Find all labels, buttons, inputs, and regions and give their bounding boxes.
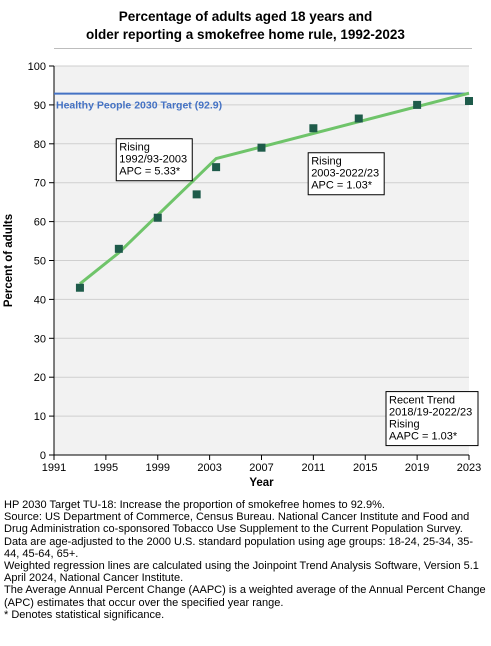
x-tick-label-2023: 2023 <box>457 462 481 474</box>
chart-title-line-1: Percentage of adults aged 18 years and <box>118 9 373 24</box>
footnote-hp-target: HP 2030 Target TU-18: Increase the propo… <box>4 499 385 511</box>
data-point-9 <box>465 97 473 106</box>
footnotes: HP 2030 Target TU-18: Increase the propo… <box>4 499 488 621</box>
data-point-8 <box>413 100 422 109</box>
annotation-0-line-2: APC = 5.33* <box>119 166 181 178</box>
annotation-2-line-2: Rising <box>389 419 420 431</box>
footnote-aapc: The Average Annual Percent Change (AAPC)… <box>4 584 486 609</box>
x-tick-label-2019: 2019 <box>405 462 429 474</box>
x-tick-label-2003: 2003 <box>197 462 221 474</box>
annotation-1-line-0: Rising <box>311 156 342 168</box>
y-tick-label-100: 100 <box>28 61 46 73</box>
annotation-2-line-3: AAPC = 1.03* <box>389 431 458 443</box>
y-tick-label-70: 70 <box>34 178 46 190</box>
data-point-6 <box>309 124 318 133</box>
data-point-7 <box>354 114 363 123</box>
data-point-4 <box>212 163 221 172</box>
annotation-0-line-0: Rising <box>119 142 150 154</box>
chart-title-line-2: older reporting a smokefree home rule, 1… <box>86 27 405 42</box>
target-label: Healthy People 2030 Target (92.9) <box>56 100 222 112</box>
annotation-2-line-0: Recent Trend <box>389 395 455 407</box>
y-tick-label-90: 90 <box>34 100 46 112</box>
y-tick-label-40: 40 <box>34 294 46 306</box>
y-tick-label-50: 50 <box>34 256 46 268</box>
y-axis-title: Percent of adults <box>3 214 15 307</box>
footnote-age-adjustment: Data are age-adjusted to the 2000 U.S. s… <box>4 535 474 560</box>
annotation-2-line-1: 2018/19-2022/23 <box>389 407 472 419</box>
y-tick-label-10: 10 <box>34 411 46 423</box>
annotation-1-line-2: APC = 1.03* <box>311 180 373 192</box>
annotation-box-1 <box>307 152 385 196</box>
data-point-3 <box>192 190 201 199</box>
chart: Healthy People 2030 Target (92.9) Rising… <box>3 61 481 489</box>
y-tick-label-20: 20 <box>34 372 46 384</box>
y-tick-label-80: 80 <box>34 139 46 151</box>
footnote-source: Source: US Department of Commerce, Censu… <box>4 511 470 536</box>
annotation-1-line-1: 2003-2022/23 <box>311 168 379 180</box>
footnote-significance: * Denotes statistical significance. <box>4 608 165 621</box>
x-tick-label-2015: 2015 <box>353 462 377 474</box>
y-tick-label-30: 30 <box>34 333 46 345</box>
annotation-box-0 <box>115 138 193 182</box>
data-point-0 <box>75 283 84 292</box>
x-tick-label-2007: 2007 <box>249 462 273 474</box>
annotation-box-2 <box>385 391 479 447</box>
chart-title: Percentage of adults aged 18 years and o… <box>0 8 491 44</box>
x-tick-label-1995: 1995 <box>94 462 118 474</box>
x-tick-label-1999: 1999 <box>146 462 170 474</box>
x-tick-label-2011: 2011 <box>302 462 326 474</box>
x-axis-title: Year <box>249 477 274 489</box>
y-tick-label-60: 60 <box>34 217 46 229</box>
data-point-1 <box>114 244 123 253</box>
x-tick-label-1991: 1991 <box>42 462 66 474</box>
data-point-2 <box>153 213 162 222</box>
annotation-0-line-1: 1992/93-2003 <box>119 154 187 166</box>
footnote-regression: Weighted regression lines are calculated… <box>4 560 479 585</box>
trend-line <box>79 91 470 286</box>
y-tick-label-0: 0 <box>40 450 46 462</box>
title-divider <box>54 48 472 49</box>
data-point-5 <box>257 143 266 152</box>
